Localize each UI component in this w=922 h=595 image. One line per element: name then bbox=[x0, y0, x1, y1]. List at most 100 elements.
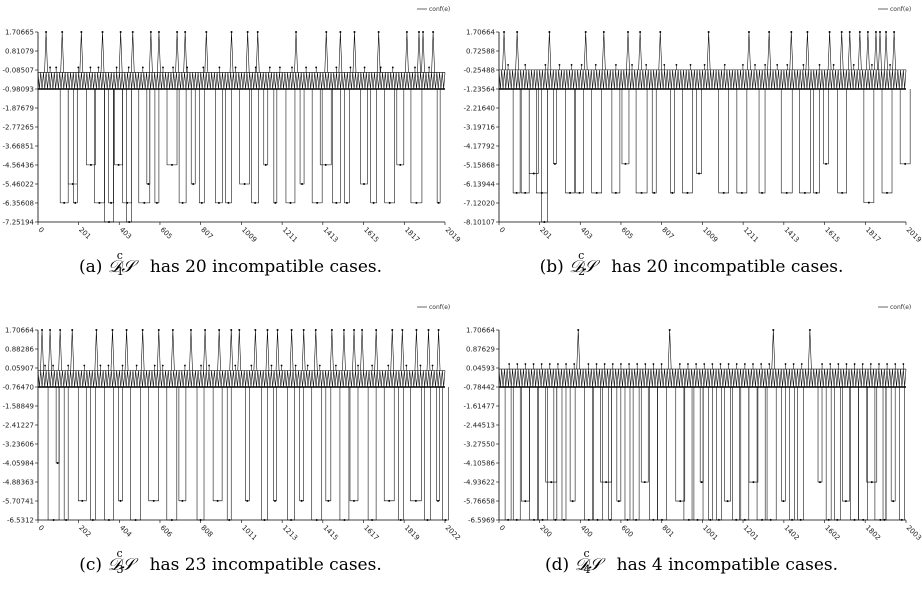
series-point bbox=[162, 66, 164, 69]
series-spike-up bbox=[767, 31, 771, 70]
series-point bbox=[327, 499, 330, 502]
caption-a: (a) 𝒟𝒮 c 1 has 20 incompatible cases. bbox=[0, 249, 461, 278]
caption-sub: 3 bbox=[116, 563, 124, 576]
y-tick-label: -6.5312 bbox=[7, 517, 34, 525]
series-point bbox=[147, 182, 150, 185]
series-point bbox=[892, 500, 895, 503]
series-point bbox=[886, 191, 889, 194]
series-spike-down bbox=[708, 386, 713, 521]
series-point bbox=[727, 363, 730, 365]
series-spike-down bbox=[899, 88, 911, 165]
series-spike-down bbox=[178, 386, 187, 502]
series-point bbox=[324, 163, 327, 166]
series-spike-up bbox=[426, 329, 431, 371]
series-spike-down bbox=[299, 386, 304, 502]
x-tick-label: 1211 bbox=[281, 226, 299, 244]
series-spike-up bbox=[338, 31, 343, 73]
series-spike-up bbox=[827, 31, 832, 70]
series-point bbox=[44, 364, 46, 367]
series-point bbox=[800, 363, 803, 365]
series-point bbox=[111, 329, 114, 331]
series-point bbox=[885, 31, 888, 33]
series-point bbox=[217, 201, 220, 204]
y-tick-label: -0.78442 bbox=[464, 383, 495, 391]
series-spike-up bbox=[48, 329, 52, 371]
series-point bbox=[806, 31, 809, 33]
series-spike-down bbox=[225, 89, 232, 204]
series-spike-down bbox=[621, 88, 630, 165]
series-point bbox=[861, 363, 864, 365]
series-point bbox=[176, 31, 179, 33]
series-point bbox=[571, 500, 574, 503]
series-point bbox=[353, 31, 356, 33]
series-point bbox=[256, 31, 259, 33]
series-point bbox=[841, 191, 844, 194]
series-spike-down bbox=[780, 88, 793, 194]
series-point bbox=[853, 363, 856, 365]
series-point bbox=[696, 518, 699, 521]
series-spike-up bbox=[374, 329, 378, 371]
series-point bbox=[295, 31, 298, 33]
series-spike-up bbox=[204, 31, 209, 73]
series-spike-up bbox=[789, 31, 794, 70]
series-point bbox=[246, 31, 249, 33]
series-spike-down bbox=[178, 89, 187, 204]
series-point bbox=[808, 329, 811, 331]
caption-b: (b) 𝒟𝒮 c 2 has 20 incompatible cases. bbox=[461, 249, 922, 278]
y-tick-label: -8.10107 bbox=[464, 219, 495, 227]
series-spike-up bbox=[79, 31, 84, 73]
series-point bbox=[867, 201, 870, 204]
series-spike-up bbox=[124, 329, 129, 371]
series-spike-up bbox=[60, 31, 64, 73]
series-point bbox=[181, 499, 184, 502]
y-tick-label: 1.70664 bbox=[5, 327, 34, 335]
series-point bbox=[128, 220, 131, 223]
series-point bbox=[199, 518, 202, 521]
series-point bbox=[306, 364, 309, 367]
legend-label: conf(e) bbox=[429, 6, 450, 13]
series-spike-down bbox=[858, 386, 868, 521]
series-spike-down bbox=[890, 386, 896, 502]
series-point bbox=[569, 191, 572, 194]
series-spike-down bbox=[108, 89, 114, 204]
caption-label: (c) bbox=[79, 555, 108, 575]
caption-sub: 2 bbox=[578, 265, 586, 278]
series-point bbox=[743, 363, 746, 365]
series-spike-down bbox=[130, 386, 141, 521]
series-point bbox=[414, 499, 417, 502]
series-point bbox=[624, 162, 627, 165]
series-spike-down bbox=[736, 88, 748, 194]
series-point bbox=[266, 329, 269, 331]
series-point bbox=[772, 329, 775, 331]
series-point bbox=[280, 364, 283, 367]
caption-symbol: 𝒟𝒮 bbox=[569, 257, 596, 277]
series-spike-down bbox=[436, 89, 441, 204]
series-spike-up bbox=[771, 329, 776, 370]
series-point bbox=[227, 201, 230, 204]
series-point bbox=[119, 31, 122, 33]
x-tick-label: 0 bbox=[37, 226, 46, 235]
series-spike-down bbox=[77, 386, 87, 502]
caption-sup: c bbox=[578, 249, 585, 262]
series-point bbox=[554, 518, 557, 521]
series-point bbox=[361, 329, 364, 331]
series-spike-up bbox=[130, 31, 135, 73]
series-point bbox=[157, 329, 160, 331]
series-point bbox=[67, 364, 70, 367]
series-point bbox=[161, 364, 164, 367]
series-point bbox=[879, 518, 882, 521]
series-point bbox=[578, 191, 581, 194]
series-spike-up bbox=[183, 31, 187, 73]
series-spike-down bbox=[287, 386, 295, 521]
series-point bbox=[56, 462, 59, 465]
series-spike-down bbox=[649, 386, 658, 521]
series-spike-down bbox=[154, 89, 160, 204]
series-point bbox=[230, 31, 233, 33]
series-spike-down bbox=[592, 386, 603, 521]
series-point bbox=[782, 500, 785, 503]
series-spike-down bbox=[212, 386, 223, 502]
series-spike-down bbox=[696, 88, 702, 174]
series-point bbox=[81, 499, 84, 502]
y-tick-label: 0.88286 bbox=[5, 345, 34, 353]
y-tick-label: -7.12020 bbox=[464, 199, 495, 207]
